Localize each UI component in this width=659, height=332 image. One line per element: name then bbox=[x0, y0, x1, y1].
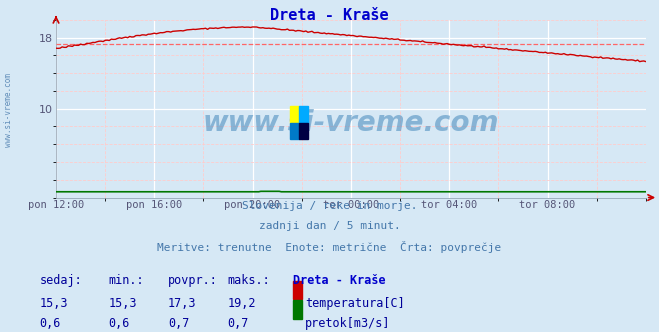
Text: 0,7: 0,7 bbox=[227, 317, 248, 330]
Text: 0,6: 0,6 bbox=[109, 317, 130, 330]
Text: Slovenija / reke in morje.: Slovenija / reke in morje. bbox=[242, 201, 417, 211]
Text: sedaj:: sedaj: bbox=[40, 274, 82, 287]
Text: 0,7: 0,7 bbox=[168, 317, 189, 330]
Text: zadnji dan / 5 minut.: zadnji dan / 5 minut. bbox=[258, 221, 401, 231]
Text: 19,2: 19,2 bbox=[227, 297, 256, 310]
Text: 15,3: 15,3 bbox=[40, 297, 68, 310]
Text: maks.:: maks.: bbox=[227, 274, 270, 287]
Text: 17,3: 17,3 bbox=[168, 297, 196, 310]
Text: Dreta - Kraše: Dreta - Kraše bbox=[270, 8, 389, 23]
Text: pretok[m3/s]: pretok[m3/s] bbox=[305, 317, 391, 330]
Text: temperatura[C]: temperatura[C] bbox=[305, 297, 405, 310]
Text: 0,6: 0,6 bbox=[40, 317, 61, 330]
Text: Dreta - Kraše: Dreta - Kraše bbox=[293, 274, 386, 287]
Text: www.si-vreme.com: www.si-vreme.com bbox=[4, 73, 13, 146]
Text: povpr.:: povpr.: bbox=[168, 274, 218, 287]
Text: Meritve: trenutne  Enote: metrične  Črta: povprečje: Meritve: trenutne Enote: metrične Črta: … bbox=[158, 241, 501, 253]
Text: www.si-vreme.com: www.si-vreme.com bbox=[203, 109, 499, 137]
Text: 15,3: 15,3 bbox=[109, 297, 137, 310]
Text: min.:: min.: bbox=[109, 274, 144, 287]
